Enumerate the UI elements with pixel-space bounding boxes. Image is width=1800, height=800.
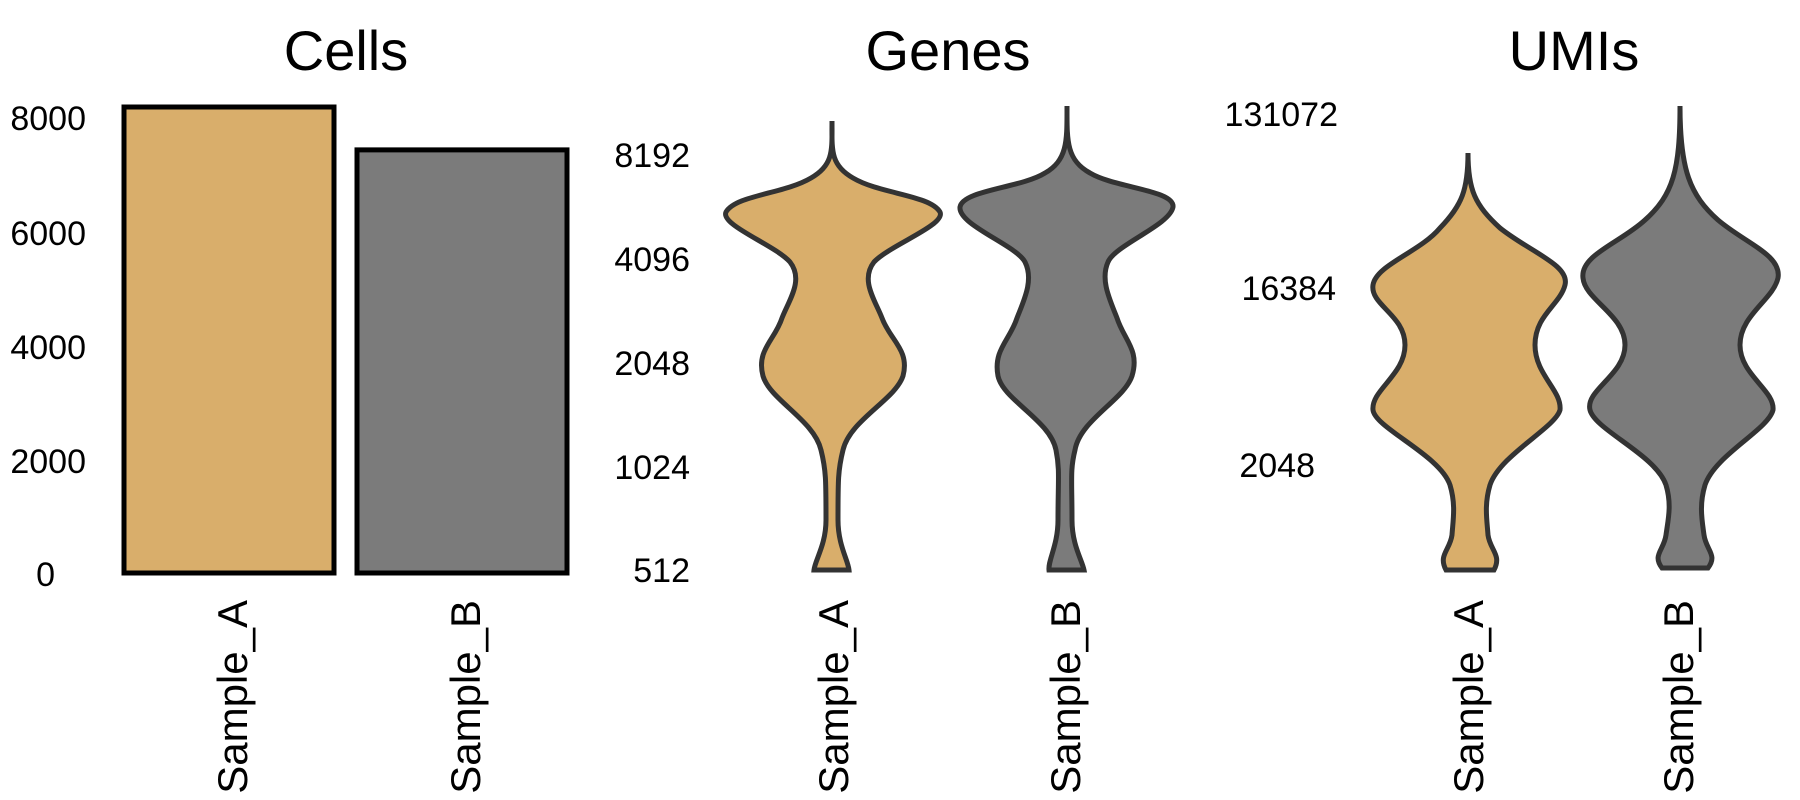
genes-ytick-1024: 1024 <box>614 449 690 487</box>
genes-ytick-2048: 2048 <box>614 345 690 383</box>
genes-panel: Genes 512 1024 2048 4096 8192 Sample_A S… <box>614 19 1176 794</box>
genes-violin-sample-b <box>957 105 1176 573</box>
cells-ytick-4: 8000 <box>10 100 86 138</box>
genes-title: Genes <box>866 19 1031 82</box>
cells-ytick-1: 2000 <box>10 443 86 481</box>
cells-xlabel-sample-a: Sample_A <box>209 600 256 794</box>
cells-xlabel-sample-b: Sample_B <box>442 600 489 794</box>
umis-violin-sample-b <box>1580 105 1781 571</box>
cells-panel: Cells 0 2000 4000 6000 8000 Sample_A Sam… <box>10 19 570 794</box>
bar-sample-b <box>354 147 570 576</box>
cells-ytick-3: 6000 <box>10 215 86 253</box>
cells-title: Cells <box>284 19 408 82</box>
umis-ytick-16384: 16384 <box>1241 270 1336 308</box>
genes-xlabel-sample-a: Sample_A <box>810 600 857 794</box>
cells-ytick-0: 0 <box>36 556 55 594</box>
genes-xlabel-sample-b: Sample_B <box>1042 600 1089 794</box>
umis-ytick-131072: 131072 <box>1225 96 1338 134</box>
genes-ytick-8192: 8192 <box>614 137 690 175</box>
umis-xlabel-sample-a: Sample_A <box>1445 600 1492 794</box>
bar-sample-a <box>121 104 337 576</box>
umis-ytick-2048: 2048 <box>1239 447 1315 485</box>
genes-ytick-4096: 4096 <box>614 241 690 279</box>
genes-violin-sample-a <box>723 120 943 573</box>
cells-ytick-2: 4000 <box>10 329 86 367</box>
umis-panel: UMIs 2048 16384 131072 Sample_A Sample_B <box>1225 19 1781 794</box>
genes-ytick-512: 512 <box>633 552 690 590</box>
umis-violin-sample-a <box>1370 152 1568 573</box>
umis-title: UMIs <box>1509 19 1640 82</box>
umis-xlabel-sample-b: Sample_B <box>1655 600 1702 794</box>
